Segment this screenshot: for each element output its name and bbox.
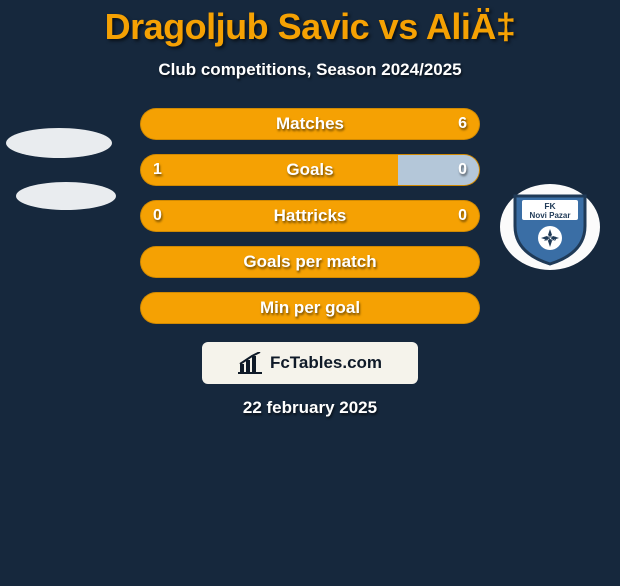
stat-row-right-value: 0 [458, 201, 467, 231]
stat-row-label: Goals [141, 155, 479, 185]
stat-row: Min per goal [140, 292, 480, 324]
stat-row-right-value: 0 [458, 155, 467, 185]
brand-text: FcTables.com [270, 353, 382, 373]
svg-text:Novi Pazar: Novi Pazar [530, 211, 571, 220]
stat-row: Goals1 0 [140, 154, 480, 186]
svg-text:1928: 1928 [544, 237, 556, 243]
left-player-mark-1 [6, 128, 112, 158]
date-text: 22 february 2025 [0, 398, 620, 418]
subtitle: Club competitions, Season 2024/2025 [0, 60, 620, 80]
stat-row-left-value: 0 [153, 201, 162, 231]
club-crest-icon: FK Novi Pazar 1928 [510, 188, 590, 266]
stat-row-label: Min per goal [141, 293, 479, 323]
stat-row: Goals per match [140, 246, 480, 278]
left-player-mark-2 [16, 182, 116, 210]
stat-row-label: Goals per match [141, 247, 479, 277]
stat-row-right-value: 6 [458, 109, 467, 139]
stat-row-label: Matches [141, 109, 479, 139]
stat-row-left-value: 1 [153, 155, 162, 185]
club-badge: FK Novi Pazar 1928 [500, 184, 600, 270]
stat-row: Hattricks0 0 [140, 200, 480, 232]
stat-row: Matches6 [140, 108, 480, 140]
svg-text:FK: FK [544, 201, 556, 211]
bar-chart-icon [238, 352, 264, 374]
stats-container: Matches6Goals10Hattricks00Goals per matc… [140, 108, 480, 324]
brand-panel: FcTables.com [202, 342, 418, 384]
page-title: Dragoljub Savic vs AliÄ‡ [0, 6, 620, 48]
stat-row-label: Hattricks [141, 201, 479, 231]
